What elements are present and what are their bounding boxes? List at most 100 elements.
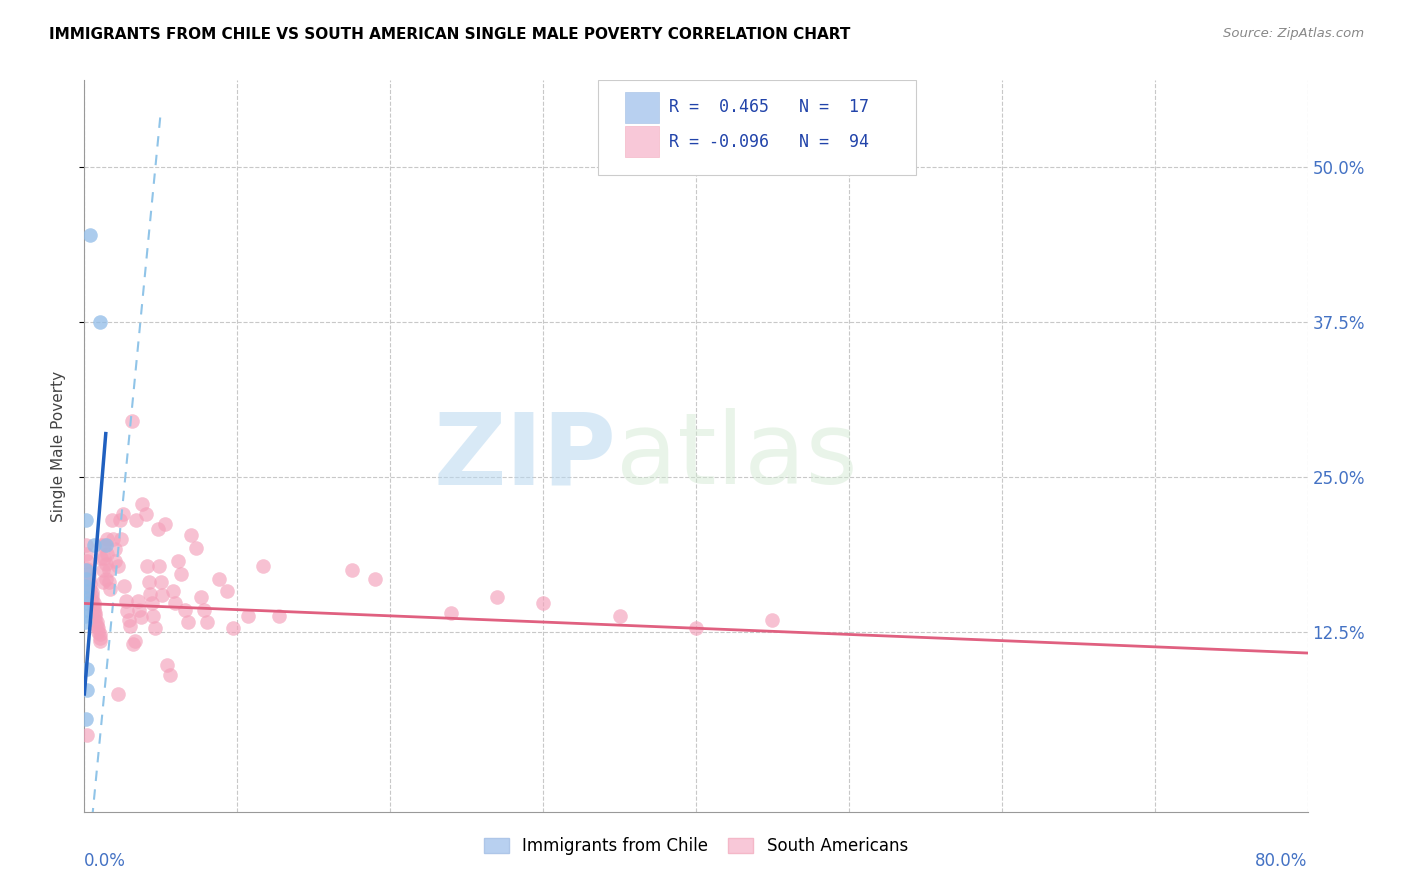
Point bbox=[94, 538, 117, 552]
Point bbox=[531, 597, 554, 611]
Point bbox=[91, 563, 114, 577]
Text: R =  0.465   N =  17: R = 0.465 N = 17 bbox=[669, 98, 869, 116]
Point bbox=[87, 624, 110, 639]
Point bbox=[156, 658, 179, 673]
Point bbox=[118, 613, 141, 627]
Point bbox=[162, 584, 184, 599]
Point bbox=[86, 615, 108, 629]
Point bbox=[75, 584, 97, 599]
Point bbox=[609, 608, 631, 623]
Point bbox=[76, 683, 98, 698]
Point bbox=[75, 579, 97, 593]
Point bbox=[75, 538, 97, 552]
Point bbox=[96, 547, 118, 561]
Point bbox=[90, 550, 112, 565]
Point bbox=[75, 563, 97, 577]
Point bbox=[190, 591, 212, 605]
Point bbox=[76, 562, 98, 576]
Point bbox=[364, 572, 387, 586]
Point bbox=[148, 559, 170, 574]
Point bbox=[79, 582, 101, 596]
Point bbox=[75, 591, 97, 606]
Point bbox=[155, 517, 177, 532]
Point bbox=[80, 592, 103, 607]
Text: atlas: atlas bbox=[616, 409, 858, 506]
Point bbox=[75, 547, 97, 561]
Point bbox=[129, 610, 152, 624]
Point bbox=[166, 554, 188, 568]
Point bbox=[75, 615, 97, 629]
Point bbox=[83, 600, 105, 615]
Point bbox=[193, 602, 215, 616]
Point bbox=[84, 613, 107, 627]
Point bbox=[124, 633, 146, 648]
Point bbox=[135, 507, 157, 521]
Point bbox=[340, 563, 363, 577]
Point bbox=[94, 572, 117, 586]
Point bbox=[87, 621, 110, 635]
Point bbox=[128, 602, 150, 616]
Point bbox=[84, 608, 107, 623]
Point bbox=[83, 604, 105, 618]
FancyBboxPatch shape bbox=[598, 80, 917, 176]
Point bbox=[107, 559, 129, 574]
Point bbox=[93, 538, 115, 552]
Point bbox=[98, 582, 121, 596]
Point bbox=[94, 557, 117, 571]
Point bbox=[208, 572, 231, 586]
Point bbox=[195, 615, 218, 629]
Point bbox=[75, 608, 97, 623]
Point bbox=[75, 572, 97, 586]
Point bbox=[89, 315, 111, 329]
Point bbox=[83, 597, 105, 611]
Point bbox=[115, 604, 138, 618]
Point bbox=[131, 497, 153, 511]
Point bbox=[79, 576, 101, 591]
Text: R = -0.096   N =  94: R = -0.096 N = 94 bbox=[669, 133, 869, 151]
Point bbox=[96, 532, 118, 546]
Point bbox=[143, 621, 166, 635]
Point bbox=[486, 591, 509, 605]
Point bbox=[114, 594, 136, 608]
Point bbox=[84, 607, 107, 621]
Y-axis label: Single Male Poverty: Single Male Poverty bbox=[51, 370, 66, 522]
Point bbox=[104, 554, 127, 568]
Point bbox=[236, 608, 259, 623]
Point bbox=[110, 532, 132, 546]
Point bbox=[86, 619, 108, 633]
Point bbox=[80, 585, 103, 599]
Point bbox=[76, 554, 98, 568]
Point bbox=[111, 507, 134, 521]
Point bbox=[150, 588, 173, 602]
Point bbox=[170, 566, 193, 581]
Point bbox=[138, 575, 160, 590]
Point bbox=[97, 563, 120, 577]
Point bbox=[91, 575, 114, 590]
Point bbox=[103, 532, 125, 546]
Point bbox=[108, 513, 131, 527]
Point bbox=[79, 228, 101, 243]
Point bbox=[97, 575, 120, 590]
Point bbox=[76, 662, 98, 676]
Point bbox=[104, 541, 127, 556]
Point bbox=[112, 579, 135, 593]
Point bbox=[107, 687, 129, 701]
Point bbox=[76, 728, 98, 742]
Point bbox=[77, 572, 100, 586]
Point bbox=[142, 608, 165, 623]
Point bbox=[121, 414, 143, 428]
Point bbox=[440, 607, 463, 621]
Legend: Immigrants from Chile, South Americans: Immigrants from Chile, South Americans bbox=[478, 830, 914, 862]
Text: 0.0%: 0.0% bbox=[84, 852, 127, 870]
Point bbox=[89, 627, 111, 641]
Point bbox=[120, 619, 142, 633]
Text: ZIP: ZIP bbox=[433, 409, 616, 506]
Point bbox=[252, 559, 274, 574]
Point bbox=[146, 522, 169, 536]
Point bbox=[89, 633, 111, 648]
Bar bbox=[626, 92, 659, 123]
Text: Source: ZipAtlas.com: Source: ZipAtlas.com bbox=[1223, 27, 1364, 40]
Point bbox=[174, 602, 197, 616]
Point bbox=[75, 602, 97, 616]
Point bbox=[159, 668, 181, 682]
